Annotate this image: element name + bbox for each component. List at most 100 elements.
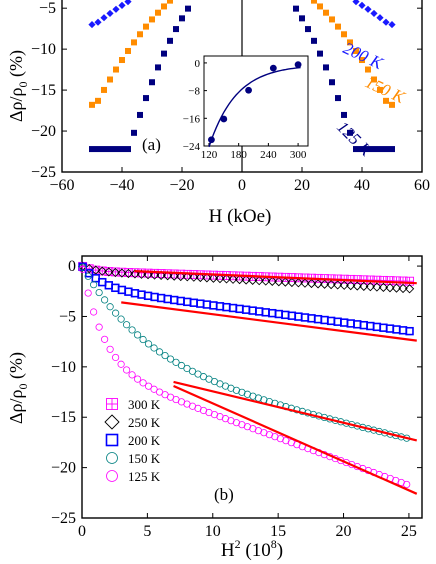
panel-b-point — [293, 278, 304, 288]
legend-marker — [106, 470, 118, 482]
panel-a-point — [329, 79, 335, 86]
panel-b-point — [261, 276, 271, 286]
legend-label: 125 K — [128, 469, 161, 484]
panel-b-y-tick-label: 0 — [68, 258, 76, 275]
panel-b-series-250-K — [78, 261, 415, 294]
panel-a-point — [106, 9, 114, 18]
panel-b-point — [144, 340, 153, 348]
panel-b-point — [150, 385, 158, 393]
panel-a-point — [317, 3, 323, 10]
panel-b-x-tick-label: 0 — [78, 523, 86, 540]
legend-label: 200 K — [128, 433, 161, 448]
panel-b-point — [221, 274, 232, 284]
panel-b-point — [306, 278, 317, 289]
panel-b-point — [150, 344, 158, 352]
panel-b-point — [143, 270, 153, 280]
inset-point — [208, 136, 215, 144]
panel-b-fit-line — [173, 384, 418, 495]
panel-a-point — [101, 86, 107, 93]
panel-a-point — [358, 1, 366, 9]
panel-b-point — [84, 289, 92, 297]
panel-b: 0 5 10 15 20 25 0 −5 −10 −15 −20 −25 300 K 250 K 200 K… — [6, 255, 423, 561]
panel-b-x-tick-label: 25 — [401, 523, 417, 540]
panel-b-point — [117, 360, 125, 368]
panel-a-point — [143, 23, 149, 30]
panel-b-point — [254, 394, 263, 402]
panel-b-point — [267, 276, 277, 287]
panel-b-point — [287, 277, 297, 288]
panel-b-tag: (b) — [214, 485, 234, 504]
panel-b-point — [333, 280, 343, 290]
inset-x-tick-label: 180 — [230, 149, 247, 161]
panel-b-series-125-K — [79, 265, 411, 489]
panel-b-legend: 300 K 250 K 200 K 150 K 125 K — [104, 397, 161, 484]
panel-b-point — [110, 267, 120, 278]
panel-a-x-tick-label: 20 — [294, 177, 310, 194]
panel-b-point — [106, 345, 114, 353]
panel-b-point — [404, 284, 415, 294]
panel-a-series-125-K — [89, 5, 395, 153]
panel-b-point — [177, 361, 186, 370]
panel-b-point — [90, 281, 98, 289]
panel-b-point — [95, 288, 103, 297]
panel-b-point — [241, 275, 251, 285]
panel-b-point — [300, 278, 310, 288]
inset-frame — [203, 55, 309, 147]
inset-x-tick-label: 240 — [260, 149, 277, 161]
panel-a-point — [125, 146, 131, 153]
panel-b-point — [136, 269, 147, 279]
inset-point — [269, 64, 277, 72]
panel-a-point — [364, 5, 372, 13]
panel-a-tag: (a) — [142, 135, 161, 154]
panel-b-point — [249, 392, 257, 400]
panel-b-point — [84, 269, 94, 278]
panel-a-point — [95, 97, 101, 104]
panel-a-y-tick-label: −5 — [39, 0, 56, 17]
panel-b-point — [254, 276, 264, 286]
panel-a-point — [305, 26, 311, 33]
panel-b-point — [385, 283, 395, 293]
panel-a-series-150-K — [89, 0, 395, 108]
panel-a-point — [161, 50, 167, 57]
panel-b-point — [405, 326, 414, 336]
panel-b-point — [359, 281, 369, 291]
panel-b-point — [208, 273, 219, 283]
panel-b-point — [182, 272, 192, 282]
panel-b-point — [122, 321, 131, 329]
inset-x-tick-label: 120 — [201, 149, 218, 161]
panel-b-point — [112, 353, 120, 362]
panel-a-point — [119, 57, 125, 64]
panel-a-point — [155, 64, 161, 71]
panel-a-point — [100, 14, 108, 22]
panel-a-point — [371, 146, 377, 153]
panel-b-point — [79, 265, 87, 273]
panel-b-point — [133, 331, 142, 339]
panel-b-point — [372, 282, 382, 292]
panel-a-x-axis-label: H (kOe) — [209, 206, 272, 227]
panel-a-point — [167, 37, 173, 44]
panel-a-point — [137, 31, 143, 38]
panel-b-point — [156, 270, 166, 281]
panel-b-point — [365, 282, 375, 292]
panel-a-point — [311, 0, 317, 4]
panel-a-point — [89, 146, 95, 153]
panel-b-point — [274, 277, 284, 287]
panel-b-x-tick-label: 20 — [336, 523, 352, 540]
panel-a-point — [107, 76, 113, 83]
panel-b-point — [139, 335, 147, 344]
panel-b-point — [215, 273, 225, 284]
panel-a-y-tick-label: −15 — [31, 82, 56, 99]
panel-a-point — [167, 0, 173, 4]
panel-b-point — [149, 270, 160, 280]
legend-label: 150 K — [128, 451, 161, 466]
panel-b-axes-frame — [81, 255, 423, 519]
panel-b-point — [123, 268, 134, 279]
panel-b-point — [84, 272, 92, 280]
panel-a-point — [131, 39, 137, 46]
panel-b-point — [326, 279, 336, 290]
panel-a-point — [107, 146, 113, 153]
panel-a-point — [389, 146, 395, 153]
panel-a-point — [383, 146, 389, 153]
